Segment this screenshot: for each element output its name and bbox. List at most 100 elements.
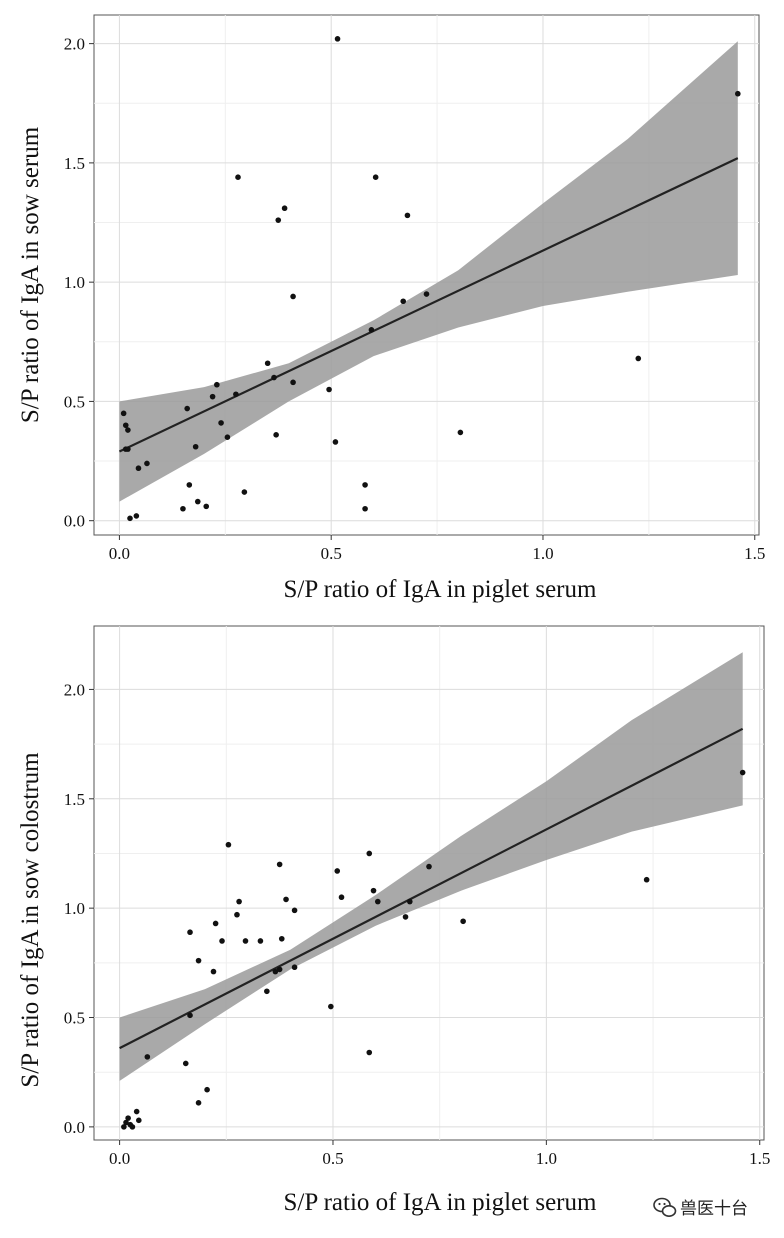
- data-point: [643, 876, 650, 883]
- data-point: [362, 505, 368, 512]
- data-point: [186, 482, 193, 488]
- data-point: [334, 868, 341, 874]
- x-tick-labels-top: 0.0 0.5 1.0 1.5: [109, 535, 765, 563]
- y-tick-labels-bottom: 0.0 0.5 1.0 1.5 2.0: [64, 680, 94, 1137]
- data-point: [423, 291, 430, 297]
- data-point: [283, 896, 289, 903]
- x-tick-label: 0.0: [109, 544, 130, 563]
- data-point: [209, 393, 216, 400]
- data-point: [404, 212, 411, 219]
- data-point: [194, 498, 201, 505]
- y-tick-label: 1.5: [64, 790, 85, 809]
- data-point: [187, 1012, 193, 1019]
- x-tick-label: 1.0: [532, 544, 553, 563]
- x-tick-label: 0.0: [109, 1149, 130, 1168]
- data-point: [129, 1124, 136, 1130]
- data-point: [460, 918, 466, 925]
- data-point: [273, 432, 279, 438]
- data-point: [122, 422, 129, 429]
- chart-bottom: 0.0 0.5 1.0 1.5 0.0 0.5 1.0 1.5 2.0 S/P ratio o…: [17, 625, 770, 1216]
- data-point: [739, 769, 746, 776]
- fit-line-top: [118, 157, 739, 453]
- data-point: [370, 887, 377, 894]
- data-point: [366, 1049, 373, 1056]
- regression-line: [118, 157, 739, 453]
- data-point: [426, 863, 432, 870]
- data-point: [366, 850, 373, 857]
- scatter-points-bottom: [121, 769, 746, 1130]
- confidence-band-top: [119, 41, 738, 502]
- data-point: [276, 966, 283, 973]
- data-point: [362, 482, 368, 488]
- data-point: [218, 420, 224, 426]
- data-point: [135, 465, 142, 472]
- y-axis-title-bottom: S/P ratio of IgA in sow colostrum: [17, 752, 44, 1088]
- data-point: [125, 427, 131, 433]
- x-tick-label: 1.0: [536, 1149, 557, 1168]
- data-point: [457, 429, 464, 436]
- data-point: [272, 968, 279, 975]
- data-point: [234, 911, 240, 918]
- data-point: [120, 410, 127, 417]
- chart-top: 0.0 0.5 1.0 1.5 0.0 0.5 1.0 1.5 2.0 S/P ratio o…: [17, 14, 765, 603]
- data-point: [735, 90, 741, 97]
- y-tick-label: 1.5: [64, 154, 85, 173]
- data-point: [210, 968, 217, 975]
- x-axis-title-top: S/P ratio of IgA in piglet serum: [284, 576, 597, 603]
- data-point: [212, 920, 219, 927]
- data-point: [328, 1003, 334, 1010]
- data-point: [187, 929, 193, 936]
- x-tick-labels-bottom: 0.0 0.5 1.0 1.5: [109, 1140, 770, 1168]
- y-axis-title-top: S/P ratio of IgA in sow serum: [17, 126, 44, 423]
- data-point: [275, 217, 282, 223]
- x-tick-label: 1.5: [749, 1149, 770, 1168]
- x-tick-label: 0.5: [322, 1149, 343, 1168]
- data-point: [264, 988, 270, 995]
- data-point: [123, 1119, 129, 1126]
- scatter-points-top: [120, 36, 741, 522]
- data-point: [236, 898, 242, 905]
- x-tick-label: 1.5: [744, 544, 765, 563]
- data-point: [242, 938, 249, 944]
- data-point: [192, 443, 199, 450]
- data-point: [241, 489, 248, 495]
- data-point: [225, 841, 232, 848]
- y-tick-label: 2.0: [64, 680, 85, 699]
- x-tick-label: 0.5: [321, 544, 342, 563]
- data-point: [195, 957, 202, 964]
- fit-line-bottom: [119, 727, 744, 1050]
- y-tick-label: 1.0: [64, 899, 85, 918]
- data-point: [281, 205, 288, 212]
- data-point: [400, 298, 407, 305]
- data-point: [121, 1124, 127, 1130]
- watermark: 兽医十台: [653, 1197, 748, 1219]
- data-point: [635, 355, 642, 362]
- x-axis-title-bottom: S/P ratio of IgA in piglet serum: [284, 1189, 597, 1216]
- data-point: [133, 1108, 140, 1115]
- y-tick-label: 0.5: [64, 1009, 85, 1028]
- data-point: [374, 898, 381, 905]
- y-tick-label: 0.0: [64, 512, 85, 531]
- y-tick-labels-top: 0.0 0.5 1.0 1.5 2.0: [64, 35, 94, 531]
- data-point: [133, 513, 140, 519]
- data-point: [144, 460, 150, 467]
- data-point: [203, 503, 210, 510]
- data-point: [264, 360, 271, 367]
- y-tick-label: 2.0: [64, 35, 85, 54]
- data-point: [338, 894, 345, 901]
- data-point: [182, 1060, 189, 1067]
- y-tick-label: 0.5: [64, 392, 85, 411]
- data-point: [326, 386, 332, 393]
- data-point: [204, 1086, 210, 1093]
- data-point: [136, 1117, 142, 1124]
- data-point: [219, 938, 225, 944]
- data-point: [127, 515, 133, 522]
- data-point: [233, 391, 239, 398]
- regression-line: [119, 727, 744, 1050]
- y-tick-label: 0.0: [64, 1118, 85, 1137]
- data-point: [290, 293, 296, 300]
- data-point: [144, 1054, 151, 1060]
- data-point: [372, 174, 379, 181]
- data-point: [235, 174, 241, 181]
